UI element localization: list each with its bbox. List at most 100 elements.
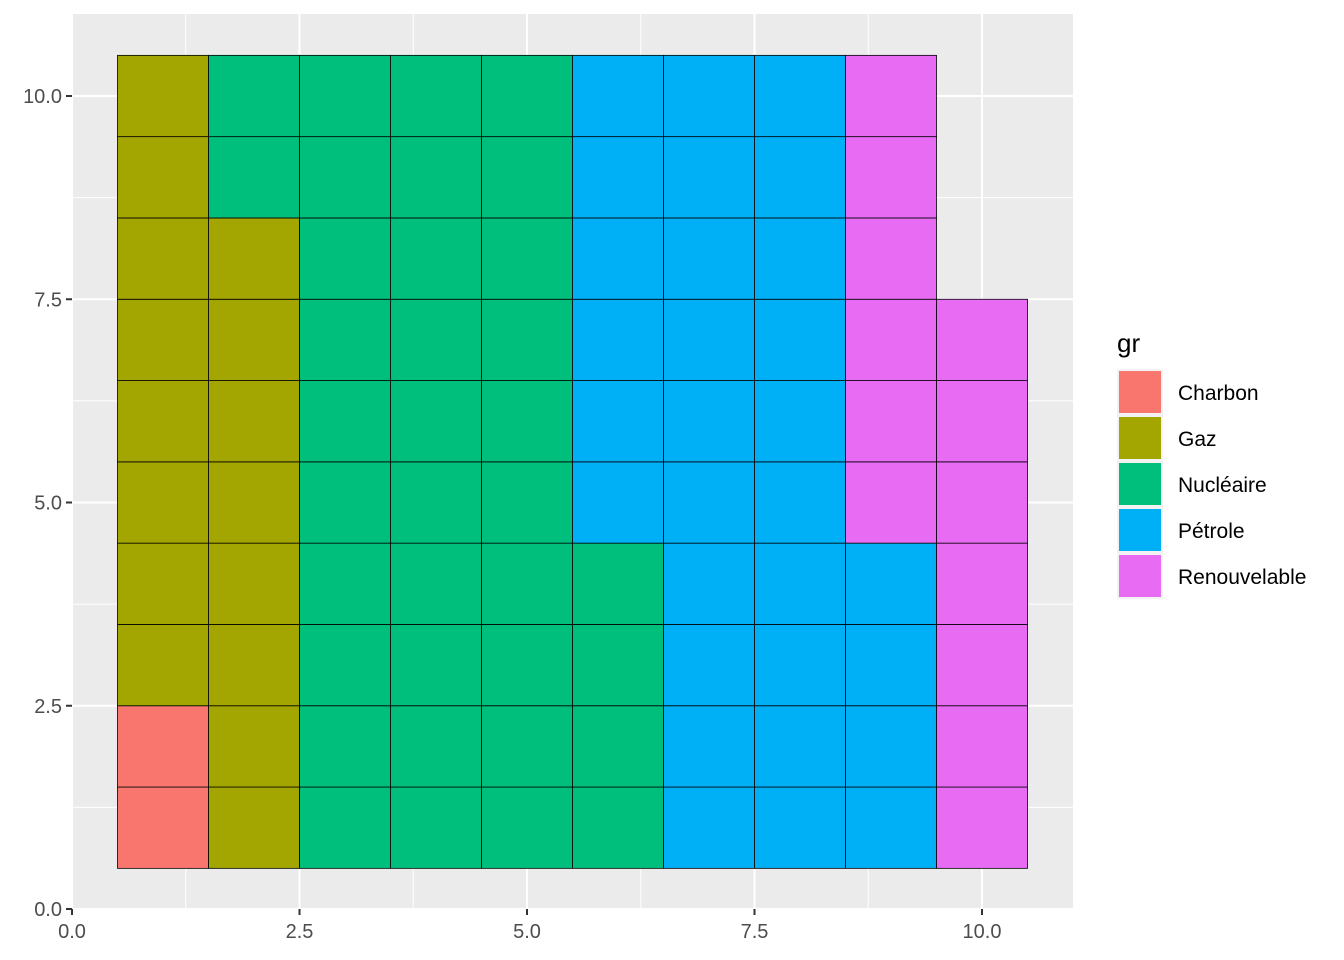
tile-pétrole — [663, 461, 755, 544]
tile-nucléaire — [390, 298, 482, 381]
tile-pétrole — [663, 298, 755, 381]
legend-title: gr — [1117, 328, 1140, 358]
tile-gaz — [117, 54, 209, 138]
tile-nucléaire — [481, 380, 573, 463]
x-tick-label: 2.5 — [286, 921, 314, 943]
legend-key-swatch — [1119, 417, 1161, 459]
tile-pétrole — [663, 217, 755, 300]
tile-pétrole — [663, 624, 755, 707]
tile-pétrole — [754, 54, 846, 138]
tile-pétrole — [663, 542, 755, 625]
tile-renouvelable — [936, 298, 1028, 381]
tile-pétrole — [845, 705, 937, 788]
tile-nucléaire — [572, 786, 664, 869]
tile-nucléaire — [481, 136, 573, 219]
tile-nucléaire — [481, 705, 573, 788]
tile-gaz — [117, 136, 209, 219]
tile-nucléaire — [299, 705, 391, 788]
tile-gaz — [208, 786, 300, 869]
legend-label: Pétrole — [1178, 520, 1245, 543]
tile-nucléaire — [299, 54, 391, 138]
tile-pétrole — [572, 380, 664, 463]
tile-renouvelable — [936, 461, 1028, 544]
tile-nucléaire — [299, 542, 391, 625]
tile-gaz — [208, 705, 300, 788]
tile-nucléaire — [481, 542, 573, 625]
tile-renouvelable — [845, 136, 937, 219]
tile-nucléaire — [481, 217, 573, 300]
legend-label: Renouvelable — [1178, 566, 1306, 589]
tile-charbon — [117, 705, 209, 788]
tile-pétrole — [845, 624, 937, 707]
legend: gr Charbon Gaz Nucléaire Pétrole Renouvelabl… — [1117, 328, 1306, 599]
tile-gaz — [208, 542, 300, 625]
tile-nucléaire — [390, 380, 482, 463]
y-tick-label: 5.0 — [34, 493, 62, 515]
tile-pétrole — [754, 786, 846, 869]
tile-pétrole — [754, 217, 846, 300]
tile-nucléaire — [390, 54, 482, 138]
legend-key-swatch — [1119, 509, 1161, 551]
tile-nucléaire — [481, 786, 573, 869]
tile-nucléaire — [481, 461, 573, 544]
x-axis: 0.0 2.5 5.0 7.5 10.0 — [58, 909, 1001, 943]
tile-gaz — [117, 380, 209, 463]
tile-nucléaire — [208, 54, 300, 138]
tile-pétrole — [663, 786, 755, 869]
tile-gaz — [117, 461, 209, 544]
tile-renouvelable — [936, 542, 1028, 625]
legend-key-swatch — [1119, 371, 1161, 413]
tile-gaz — [117, 217, 209, 300]
tile-renouvelable — [936, 624, 1028, 707]
tile-nucléaire — [299, 624, 391, 707]
tile-nucléaire — [390, 217, 482, 300]
tile-renouvelable — [845, 380, 937, 463]
tile-renouvelable — [845, 217, 937, 300]
tile-pétrole — [663, 54, 755, 138]
tile-nucléaire — [572, 624, 664, 707]
tile-nucléaire — [481, 54, 573, 138]
tile-pétrole — [572, 461, 664, 544]
tile-nucléaire — [390, 136, 482, 219]
tile-renouvelable — [845, 298, 937, 381]
legend-key-swatch — [1119, 555, 1161, 597]
tile-pétrole — [572, 136, 664, 219]
tiles-layer — [117, 54, 1028, 869]
tile-nucléaire — [390, 705, 482, 788]
tile-nucléaire — [481, 298, 573, 381]
legend-label: Gaz — [1178, 428, 1217, 451]
x-tick-label: 5.0 — [513, 921, 541, 943]
y-tick-label: 0.0 — [34, 899, 62, 921]
legend-label: Charbon — [1178, 382, 1259, 405]
y-tick-label: 7.5 — [34, 289, 62, 311]
tile-nucléaire — [299, 786, 391, 869]
y-tick-label: 2.5 — [34, 696, 62, 718]
tile-charbon — [117, 786, 209, 869]
tile-renouvelable — [845, 461, 937, 544]
tile-pétrole — [663, 705, 755, 788]
tile-pétrole — [663, 136, 755, 219]
legend-label: Nucléaire — [1178, 474, 1267, 497]
tile-gaz — [208, 461, 300, 544]
tile-nucléaire — [390, 786, 482, 869]
tile-gaz — [208, 380, 300, 463]
tile-pétrole — [845, 786, 937, 869]
y-axis: 0.0 2.5 5.0 7.5 10.0 — [23, 86, 72, 921]
tile-pétrole — [754, 542, 846, 625]
tile-gaz — [117, 298, 209, 381]
x-tick-label: 10.0 — [963, 921, 1002, 943]
tile-pétrole — [754, 624, 846, 707]
tile-pétrole — [754, 298, 846, 381]
tile-nucléaire — [572, 705, 664, 788]
tile-renouvelable — [936, 380, 1028, 463]
tile-nucléaire — [390, 624, 482, 707]
tile-nucléaire — [299, 461, 391, 544]
tile-pétrole — [845, 542, 937, 625]
tile-gaz — [117, 542, 209, 625]
tile-gaz — [208, 298, 300, 381]
tile-pétrole — [754, 461, 846, 544]
tile-pétrole — [754, 705, 846, 788]
y-tick-label: 10.0 — [23, 86, 62, 108]
tile-renouvelable — [936, 705, 1028, 788]
